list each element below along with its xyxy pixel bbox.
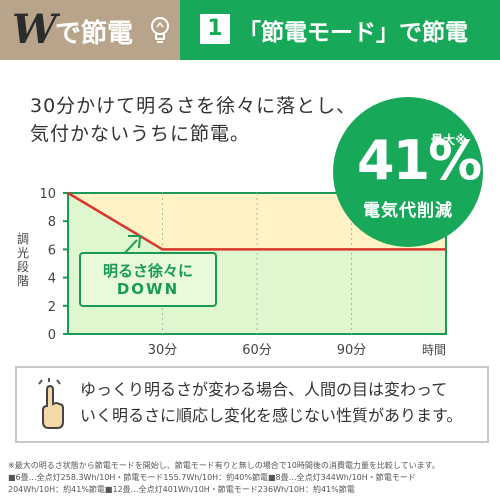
x-tick-label: 30分 bbox=[148, 343, 178, 358]
page-title: 「節電モード」で節電 bbox=[238, 20, 468, 46]
footnote-line-1: ※最大の明るさ状態から節電モードを開始し、節電モード有りと無しの場合で10時間後… bbox=[8, 461, 440, 470]
brand-w: W bbox=[12, 6, 57, 53]
savings-badge: 最大※ 41% 電気代削減 bbox=[333, 97, 483, 247]
pointing-hand-icon bbox=[38, 378, 64, 429]
intro-line-1: 30分かけて明るさを徐々に落とし、 bbox=[30, 95, 357, 117]
header: W で節電 1 「節電モード」で節電 bbox=[0, 0, 500, 60]
info-note: ゆっくり明るさが変わる場合、人間の目は変わって いく明るさに順応し変化を感じない… bbox=[15, 366, 489, 443]
note-text: ゆっくり明るさが変わる場合、人間の目は変わって いく明るさに順応し変化を感じない… bbox=[80, 377, 462, 429]
savings-caption: 電気代削減 bbox=[363, 201, 453, 221]
x-tick-label: 90分 bbox=[337, 343, 367, 358]
x-tick-label: 60分 bbox=[242, 343, 272, 358]
max-label: 最大※ bbox=[431, 133, 467, 147]
y-tick-label: 4 bbox=[48, 272, 56, 287]
y-axis-label: 調光段階 bbox=[16, 232, 29, 288]
annotation-line-1: 明るさ徐々に bbox=[102, 262, 193, 280]
dimming-annotation: 明るさ徐々に DOWN bbox=[79, 252, 217, 307]
savings-value: 41% bbox=[357, 129, 482, 192]
y-tick-label: 0 bbox=[48, 328, 56, 343]
brand-panel: W で節電 bbox=[0, 0, 180, 60]
note-line-2: いく明るさに順応し変化を感じない性質があります。 bbox=[80, 406, 463, 425]
intro-text: 30分かけて明るさを徐々に落とし、 気付かないうちに節電。 bbox=[30, 92, 356, 148]
y-tick-label: 8 bbox=[48, 215, 56, 230]
lightbulb-icon bbox=[151, 17, 169, 43]
step-number: 1 bbox=[200, 14, 230, 44]
annotation-line-2: DOWN bbox=[116, 280, 180, 298]
footnote-line-2: ■6畳…全点灯258.3Wh/10H・節電モード155.7Wh/10H：約40%… bbox=[8, 473, 416, 482]
x-axis-end-label: 時間 bbox=[422, 343, 446, 357]
footnote-line-3: 204Wh/10H：約41%節電■12畳…全点灯401Wh/10H・節電モード2… bbox=[8, 485, 355, 494]
annotation-arrowhead bbox=[128, 235, 142, 249]
intro-line-2: 気付かないうちに節電。 bbox=[30, 123, 251, 145]
y-tick-label: 10 bbox=[39, 187, 56, 202]
footnote: ※最大の明るさ状態から節電モードを開始し、節電モード有りと無しの場合で10時間後… bbox=[8, 460, 498, 496]
series-line bbox=[67, 191, 446, 251]
y-tick-label: 2 bbox=[48, 300, 56, 315]
brand-text: で節電 bbox=[55, 19, 134, 49]
y-tick-label: 6 bbox=[48, 243, 56, 258]
title-bar bbox=[180, 0, 500, 60]
note-line-1: ゆっくり明るさが変わる場合、人間の目は変わって bbox=[80, 380, 448, 399]
